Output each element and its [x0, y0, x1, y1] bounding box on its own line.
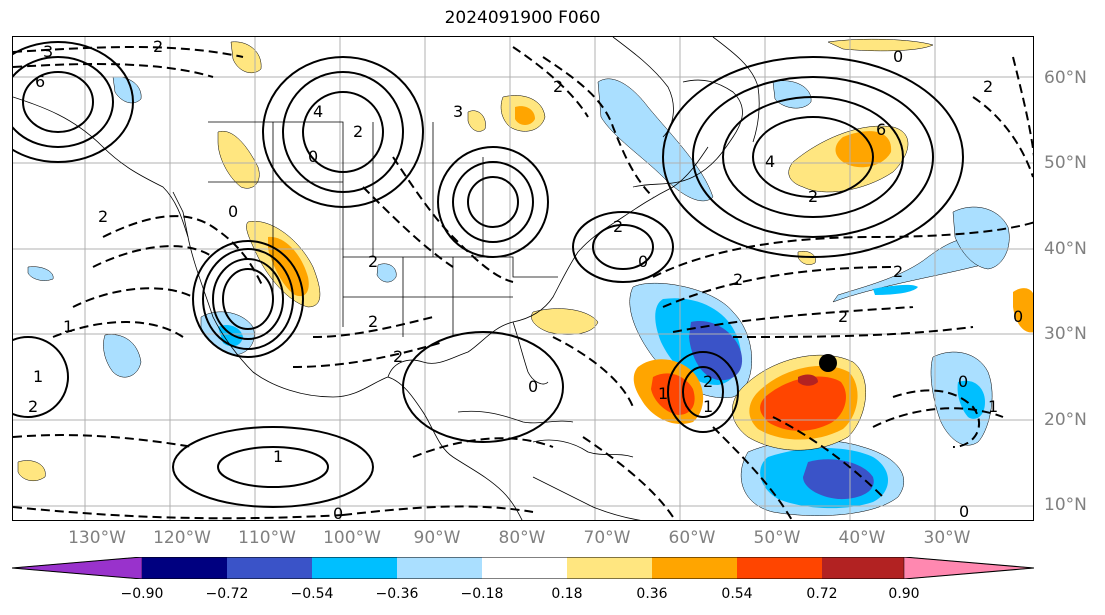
lon-label: 40°W [838, 528, 886, 548]
lat-label: 60°N [1044, 68, 1087, 88]
colorbar-tick-label: 0.90 [888, 586, 920, 602]
contour-label: 0 [308, 147, 318, 166]
colorbar-segment-5 [482, 557, 567, 579]
lon-label: 90°W [413, 528, 461, 548]
contour-label: 6 [876, 120, 886, 139]
lon-label: 30°W [923, 528, 971, 548]
colorbar-segment-0 [11, 556, 143, 580]
lon-label: 50°W [753, 528, 801, 548]
contour-label: 0 [228, 202, 238, 221]
lon-label: 110°W [238, 528, 296, 548]
colorbar [11, 556, 1035, 580]
colorbar-segment-6 [567, 557, 652, 579]
colorbar-segment-1 [142, 557, 227, 579]
contour-label: 0 [1013, 307, 1023, 326]
contour-label: 1 [63, 317, 73, 336]
map-svg: 3 2 6 4 2 0 2 1 2 3 2 2 0 1 2 1 2 6 4 2 … [13, 37, 1033, 521]
contour-label: 0 [959, 502, 969, 521]
contour-label: 0 [528, 377, 538, 396]
colorbar-segment-10 [903, 556, 1035, 580]
colorbar-tick-label: −0.54 [290, 586, 334, 602]
shading-layer [17, 38, 1033, 516]
lat-label: 40°N [1044, 239, 1087, 259]
contour-label: 6 [35, 72, 45, 91]
colorbar-tick-label: −0.72 [205, 586, 249, 602]
contour-label: 2 [613, 217, 623, 236]
lon-label: 60°W [668, 528, 716, 548]
lon-label: 80°W [498, 528, 546, 548]
contour-label: 2 [733, 270, 743, 289]
colorbar-segment-2 [227, 557, 312, 579]
contour-label: 2 [703, 372, 713, 391]
lon-label: 100°W [323, 528, 381, 548]
contour-label: 2 [838, 307, 848, 326]
contour-label: 1 [658, 384, 668, 403]
lat-label: 50°N [1044, 153, 1087, 173]
colorbar-tick-label: −0.36 [375, 586, 419, 602]
contour-label: 2 [393, 347, 403, 366]
contour-label: 2 [28, 397, 38, 416]
contour-label: 3 [43, 42, 53, 61]
contour-label: 2 [808, 187, 818, 206]
contour-label: 0 [638, 252, 648, 271]
coastlines [13, 37, 760, 520]
lat-label: 30°N [1044, 324, 1087, 344]
colorbar-tick-label: −0.90 [120, 586, 164, 602]
storm-marker [819, 354, 837, 372]
contours-solid [13, 41, 964, 508]
contour-label: 0 [333, 504, 343, 521]
contour-label: 0 [958, 372, 968, 391]
colorbar-segment-9 [822, 557, 904, 579]
contour-label: 1 [273, 447, 283, 466]
colorbar-segment-8 [737, 557, 822, 579]
contour-label: 4 [765, 152, 775, 171]
lon-label: 120°W [153, 528, 211, 548]
colorbar-segment-3 [312, 557, 397, 579]
contour-label: 1 [988, 397, 998, 416]
contour-label: 3 [453, 102, 463, 121]
contour-label: 2 [98, 207, 108, 226]
lon-label: 130°W [68, 528, 126, 548]
colorbar-tick-label: 0.72 [806, 586, 838, 602]
contour-label: 4 [313, 102, 323, 121]
lat-label: 10°N [1044, 495, 1087, 515]
contour-label: 1 [703, 397, 713, 416]
contour-label: 2 [368, 252, 378, 271]
contour-label: 2 [368, 312, 378, 331]
lat-label: 20°N [1044, 410, 1087, 430]
lon-label: 70°W [583, 528, 631, 548]
contour-label: 2 [153, 37, 163, 56]
contour-label: 2 [893, 262, 903, 281]
colorbar-tick-label: 0.18 [551, 586, 583, 602]
graticule [13, 37, 1033, 520]
map-panel: 3 2 6 4 2 0 2 1 2 3 2 2 0 1 2 1 2 6 4 2 … [12, 36, 1034, 521]
colorbar-segment-4 [397, 557, 482, 579]
contour-label: 2 [983, 77, 993, 96]
contour-label: 1 [33, 367, 43, 386]
colorbar-tick-label: −0.18 [460, 586, 504, 602]
contours-dashed [13, 46, 1033, 520]
colorbar-tick-label: 0.54 [721, 586, 753, 602]
plot-title: 2024091900 F060 [444, 8, 601, 28]
contour-label: 0 [893, 47, 903, 66]
contour-label: 2 [553, 77, 563, 96]
colorbar-tick-label: 0.36 [636, 586, 668, 602]
contour-labels: 3 2 6 4 2 0 2 1 2 3 2 2 0 1 2 1 2 6 4 2 … [28, 37, 1023, 521]
contour-label: 2 [353, 122, 363, 141]
colorbar-segment-7 [652, 557, 737, 579]
colorbar-svg [11, 556, 1035, 580]
